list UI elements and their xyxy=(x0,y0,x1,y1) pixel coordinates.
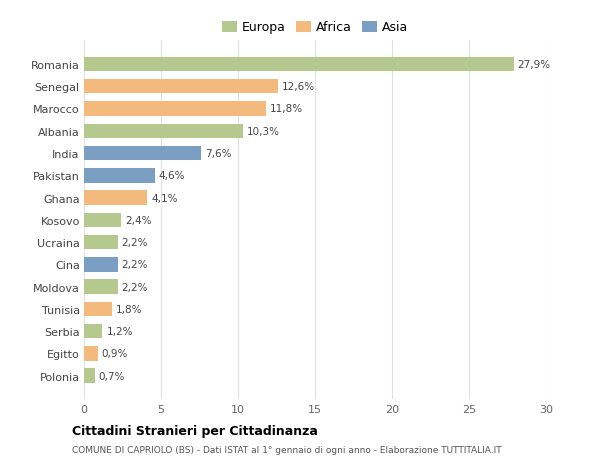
Legend: Europa, Africa, Asia: Europa, Africa, Asia xyxy=(220,19,410,37)
Text: 0,7%: 0,7% xyxy=(98,371,125,381)
Text: 11,8%: 11,8% xyxy=(269,104,302,114)
Bar xyxy=(84,102,266,117)
Text: 2,2%: 2,2% xyxy=(122,282,148,292)
Text: 27,9%: 27,9% xyxy=(518,60,551,70)
Bar xyxy=(84,168,155,183)
Bar xyxy=(84,80,278,94)
Bar xyxy=(84,124,242,139)
Bar xyxy=(84,324,103,339)
Bar xyxy=(84,191,147,205)
Text: 10,3%: 10,3% xyxy=(247,127,280,136)
Text: 2,2%: 2,2% xyxy=(122,238,148,247)
Text: 12,6%: 12,6% xyxy=(282,82,315,92)
Text: COMUNE DI CAPRIOLO (BS) - Dati ISTAT al 1° gennaio di ogni anno - Elaborazione T: COMUNE DI CAPRIOLO (BS) - Dati ISTAT al … xyxy=(72,445,502,454)
Text: 4,6%: 4,6% xyxy=(158,171,185,181)
Text: 1,2%: 1,2% xyxy=(106,326,133,336)
Bar xyxy=(84,213,121,228)
Text: 7,6%: 7,6% xyxy=(205,149,232,159)
Text: 2,4%: 2,4% xyxy=(125,215,151,225)
Bar xyxy=(84,146,201,161)
Text: 2,2%: 2,2% xyxy=(122,260,148,270)
Bar xyxy=(84,369,95,383)
Text: 1,8%: 1,8% xyxy=(116,304,142,314)
Text: 4,1%: 4,1% xyxy=(151,193,178,203)
Bar xyxy=(84,57,514,72)
Bar xyxy=(84,280,118,294)
Bar xyxy=(84,235,118,250)
Bar xyxy=(84,347,98,361)
Text: 0,9%: 0,9% xyxy=(102,349,128,358)
Text: Cittadini Stranieri per Cittadinanza: Cittadini Stranieri per Cittadinanza xyxy=(72,424,318,437)
Bar xyxy=(84,302,112,316)
Bar xyxy=(84,257,118,272)
